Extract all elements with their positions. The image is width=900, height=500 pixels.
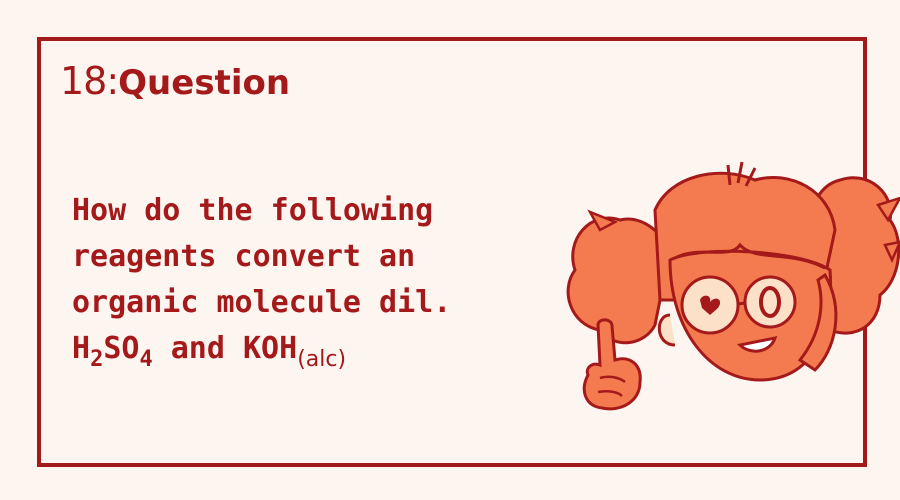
mascot-illustration [566,161,900,411]
formula-sub-2: 2 [90,347,104,372]
formula-so: SO [103,331,140,366]
ear [657,313,676,347]
glasses [680,275,797,335]
reagent-and-koh: and KOH [152,331,298,366]
question-text: How do the following reagents convert an… [72,188,542,372]
question-number: 18: [60,59,119,103]
question-line-1: How do the following [72,193,434,228]
question-heading: Question [118,63,291,103]
pointing-hand [582,318,642,411]
mouth [736,336,778,353]
question-line-4: H2SO4 and KOH(alc) [72,326,542,372]
reagent-condition: (alc) [297,347,347,372]
question-line-2: reagents convert an [72,239,416,274]
formula-sub-4: 4 [139,347,153,372]
card-title: 18:Question [60,62,290,100]
question-line-3: organic molecule dil. [72,285,452,320]
side-hair [797,272,838,372]
formula-h: H [72,331,91,366]
